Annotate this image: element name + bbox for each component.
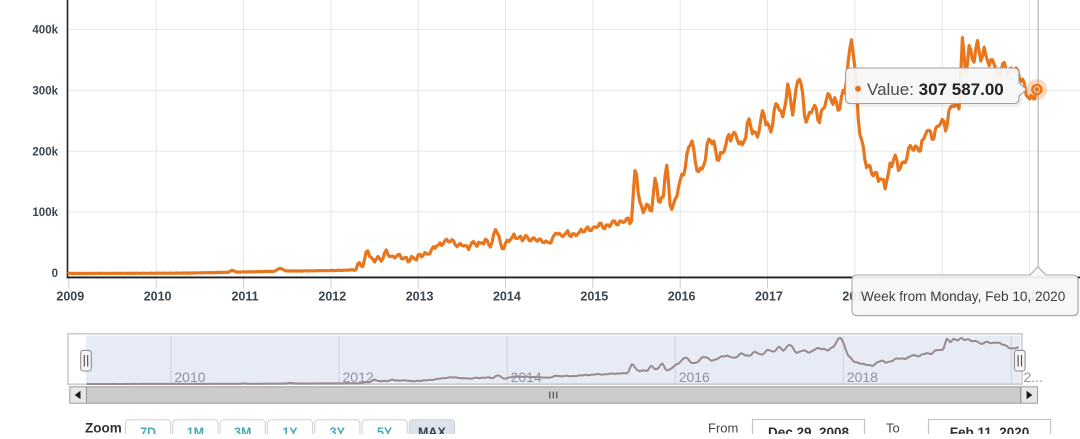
svg-text:Dec 29, 2008: Dec 29, 2008 xyxy=(768,425,850,434)
svg-text:3M: 3M xyxy=(234,426,251,434)
svg-text:100k: 100k xyxy=(32,207,58,219)
svg-text:Feb 11, 2020: Feb 11, 2020 xyxy=(950,425,1030,434)
svg-text:2016: 2016 xyxy=(668,290,696,304)
svg-text:To: To xyxy=(886,421,900,434)
svg-text:1Y: 1Y xyxy=(282,426,298,434)
svg-text:7D: 7D xyxy=(140,426,156,434)
svg-text:Zoom: Zoom xyxy=(85,421,122,434)
svg-text:5Y: 5Y xyxy=(377,426,393,434)
svg-text:2010: 2010 xyxy=(144,290,172,304)
svg-text:2012: 2012 xyxy=(318,290,346,304)
svg-text:Week from Monday, Feb 10, 2020: Week from Monday, Feb 10, 2020 xyxy=(861,289,1066,304)
svg-text:2014: 2014 xyxy=(493,290,521,304)
svg-text:Value: 307 587.00: Value: 307 587.00 xyxy=(867,80,1004,99)
svg-text:2018: 2018 xyxy=(847,369,878,385)
svg-text:From: From xyxy=(708,421,738,434)
svg-text:300k: 300k xyxy=(32,85,58,97)
svg-text:2012: 2012 xyxy=(343,369,374,385)
svg-text:2017: 2017 xyxy=(755,290,783,304)
svg-text:3Y: 3Y xyxy=(330,426,346,434)
svg-text:0: 0 xyxy=(52,268,58,280)
svg-text:MAX: MAX xyxy=(418,426,446,434)
svg-text:200k: 200k xyxy=(32,146,58,158)
svg-text:2011: 2011 xyxy=(231,290,258,304)
svg-text:2015: 2015 xyxy=(580,290,608,304)
svg-text:1M: 1M xyxy=(187,426,204,434)
svg-text:2016: 2016 xyxy=(679,369,710,385)
svg-text:400k: 400k xyxy=(32,25,58,37)
svg-text:2...: 2... xyxy=(1024,369,1043,385)
svg-text:2013: 2013 xyxy=(406,290,434,304)
svg-text:2010: 2010 xyxy=(174,369,205,385)
svg-text:2009: 2009 xyxy=(56,290,84,304)
